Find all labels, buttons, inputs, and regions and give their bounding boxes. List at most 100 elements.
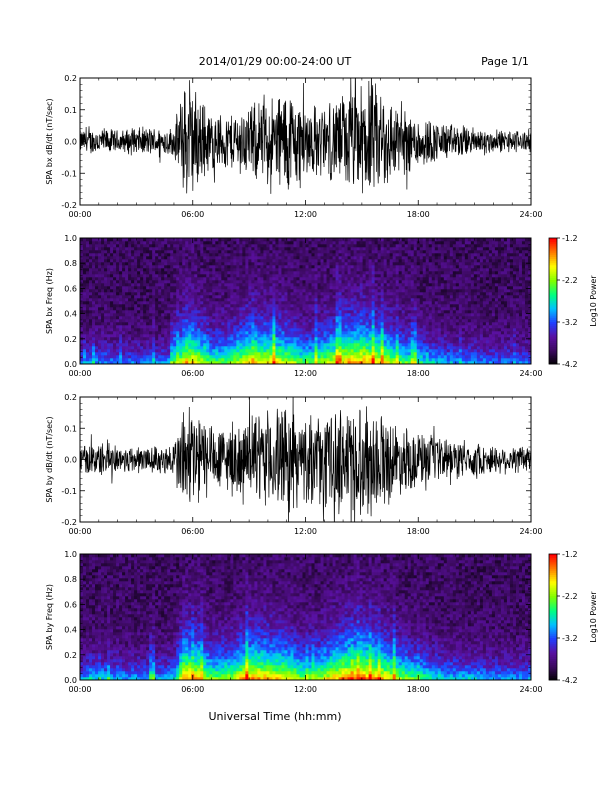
heatmap-cell — [125, 274, 128, 277]
y-tick-label: 0.1 — [64, 106, 77, 115]
heatmap-cell — [182, 319, 185, 322]
heatmap-cell — [293, 328, 296, 331]
heatmap-cell — [369, 337, 372, 340]
heatmap-cell — [116, 298, 119, 301]
heatmap-cell — [363, 349, 366, 352]
heatmap-cell — [293, 301, 296, 304]
heatmap-cell — [381, 346, 384, 349]
heatmap-cell — [236, 292, 239, 295]
heatmap-cell — [321, 292, 324, 295]
heatmap-cell — [137, 301, 140, 304]
heatmap-cell — [194, 271, 197, 274]
heatmap-cell — [302, 256, 305, 259]
heatmap-cell — [92, 352, 95, 355]
heatmap-cell — [423, 349, 426, 352]
heatmap-cell — [143, 352, 146, 355]
heatmap-cell — [107, 301, 110, 304]
heatmap-cell — [299, 271, 302, 274]
heatmap-cell — [161, 277, 164, 280]
heatmap-cell — [263, 274, 266, 277]
heatmap-cell — [218, 289, 221, 292]
heatmap-cell — [143, 256, 146, 259]
heatmap-cell — [402, 322, 405, 325]
heatmap-cell — [167, 343, 170, 346]
heatmap-cell — [119, 331, 122, 334]
heatmap-cell — [116, 334, 119, 337]
heatmap-cell — [327, 337, 330, 340]
heatmap-cell — [152, 352, 155, 355]
heatmap-cell — [230, 322, 233, 325]
heatmap-cell — [221, 262, 224, 265]
heatmap-cell — [203, 352, 206, 355]
heatmap-cell — [354, 298, 357, 301]
heatmap-cell — [393, 292, 396, 295]
heatmap-cell — [242, 322, 245, 325]
heatmap-cell — [170, 289, 173, 292]
heatmap-cell — [98, 358, 101, 361]
heatmap-cell — [330, 349, 333, 352]
heatmap-cell — [284, 274, 287, 277]
heatmap-cell — [209, 334, 212, 337]
heatmap-cell — [155, 277, 158, 280]
heatmap-cell — [327, 277, 330, 280]
heatmap-cell — [98, 325, 101, 328]
heatmap-cell — [378, 301, 381, 304]
heatmap-cell — [149, 265, 152, 268]
heatmap-cell — [209, 325, 212, 328]
heatmap-cell — [420, 358, 423, 361]
heatmap-cell — [122, 307, 125, 310]
heatmap-cell — [149, 316, 152, 319]
heatmap-cell — [357, 319, 360, 322]
heatmap-cell — [170, 286, 173, 289]
heatmap-cell — [318, 292, 321, 295]
heatmap-cell — [200, 334, 203, 337]
heatmap-cell — [182, 268, 185, 271]
heatmap-cell — [327, 253, 330, 256]
heatmap-cell — [119, 241, 122, 244]
heatmap-cell — [360, 334, 363, 337]
heatmap-cell — [230, 286, 233, 289]
heatmap-cell — [212, 319, 215, 322]
heatmap-cell — [191, 262, 194, 265]
heatmap-cell — [357, 337, 360, 340]
heatmap-cell — [318, 304, 321, 307]
heatmap-cell — [257, 253, 260, 256]
heatmap-cell — [318, 262, 321, 265]
heatmap-cell — [309, 292, 312, 295]
heatmap-cell — [293, 310, 296, 313]
heatmap-cell — [155, 244, 158, 247]
heatmap-cell — [218, 259, 221, 262]
heatmap-cell — [342, 346, 345, 349]
heatmap-cell — [89, 349, 92, 352]
heatmap-cell — [393, 253, 396, 256]
heatmap-cell — [239, 283, 242, 286]
heatmap-cell — [167, 337, 170, 340]
heatmap-cell — [209, 337, 212, 340]
heatmap-cell — [122, 340, 125, 343]
heatmap-cell — [176, 331, 179, 334]
heatmap-cell — [167, 286, 170, 289]
heatmap-cell — [128, 274, 131, 277]
heatmap-cell — [149, 331, 152, 334]
heatmap-cell — [113, 307, 116, 310]
heatmap-cell — [191, 271, 194, 274]
heatmap-cell — [290, 337, 293, 340]
heatmap-cell — [236, 295, 239, 298]
heatmap-cell — [312, 298, 315, 301]
heatmap-cell — [360, 316, 363, 319]
heatmap-cell — [233, 280, 236, 283]
heatmap-cell — [315, 328, 318, 331]
heatmap-cell — [254, 244, 257, 247]
heatmap-cell — [348, 298, 351, 301]
heatmap-cell — [161, 358, 164, 361]
heatmap-cell — [185, 277, 188, 280]
heatmap-cell — [417, 292, 420, 295]
heatmap-cell — [230, 325, 233, 328]
heatmap-cell — [122, 349, 125, 352]
heatmap-cell — [122, 355, 125, 358]
heatmap-cell — [354, 358, 357, 361]
heatmap-cell — [125, 304, 128, 307]
heatmap-cell — [83, 259, 86, 262]
heatmap-cell — [215, 346, 218, 349]
heatmap-cell — [408, 274, 411, 277]
